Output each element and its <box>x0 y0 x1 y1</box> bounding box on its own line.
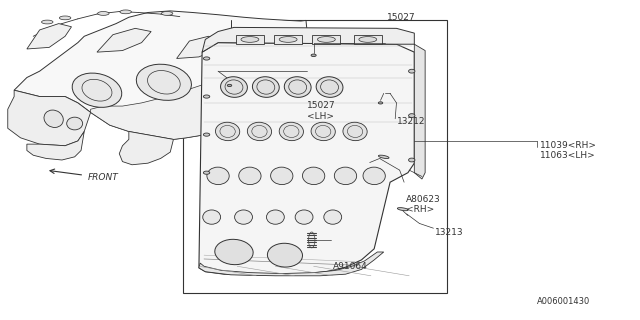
Ellipse shape <box>408 158 415 162</box>
Ellipse shape <box>44 110 63 127</box>
Ellipse shape <box>271 167 293 185</box>
Polygon shape <box>27 24 72 49</box>
Ellipse shape <box>42 20 53 24</box>
Ellipse shape <box>136 64 191 100</box>
Ellipse shape <box>216 122 240 141</box>
Bar <box>183 20 447 293</box>
Polygon shape <box>199 43 414 275</box>
Ellipse shape <box>120 10 131 14</box>
Ellipse shape <box>397 208 408 211</box>
Polygon shape <box>97 28 151 52</box>
Text: 15027: 15027 <box>387 13 415 22</box>
Ellipse shape <box>227 84 232 87</box>
Ellipse shape <box>279 36 297 42</box>
Ellipse shape <box>316 77 343 97</box>
Ellipse shape <box>204 133 210 136</box>
Ellipse shape <box>324 210 342 224</box>
Ellipse shape <box>67 117 83 130</box>
Ellipse shape <box>204 57 210 60</box>
Ellipse shape <box>203 210 221 224</box>
Ellipse shape <box>408 69 415 73</box>
Ellipse shape <box>343 122 367 141</box>
Polygon shape <box>236 35 264 44</box>
Text: A80623
<RH>: A80623 <RH> <box>406 195 441 214</box>
Ellipse shape <box>268 243 303 267</box>
Ellipse shape <box>204 171 210 174</box>
Ellipse shape <box>207 167 229 185</box>
Ellipse shape <box>303 167 324 185</box>
Ellipse shape <box>161 12 173 15</box>
Polygon shape <box>119 132 173 165</box>
Text: FRONT: FRONT <box>88 173 118 182</box>
Polygon shape <box>274 35 302 44</box>
Ellipse shape <box>317 36 335 42</box>
Ellipse shape <box>359 36 377 42</box>
Ellipse shape <box>363 167 385 185</box>
Text: 15027
<LH>: 15027 <LH> <box>307 101 336 121</box>
Ellipse shape <box>204 95 210 98</box>
Ellipse shape <box>221 77 248 97</box>
Polygon shape <box>354 35 382 44</box>
Polygon shape <box>414 44 425 179</box>
Ellipse shape <box>72 73 122 107</box>
Ellipse shape <box>334 167 356 185</box>
Ellipse shape <box>241 36 259 42</box>
Ellipse shape <box>378 155 389 158</box>
Ellipse shape <box>408 114 415 117</box>
Ellipse shape <box>284 77 311 97</box>
Ellipse shape <box>295 210 313 224</box>
Text: 11039<RH>
11063<LH>: 11039<RH> 11063<LH> <box>540 141 597 160</box>
Text: 13213: 13213 <box>435 228 463 237</box>
Text: 13212: 13212 <box>396 117 425 126</box>
Text: A91064: A91064 <box>333 262 367 271</box>
Ellipse shape <box>266 210 284 224</box>
Ellipse shape <box>215 239 253 265</box>
Ellipse shape <box>98 12 109 15</box>
Ellipse shape <box>311 122 335 141</box>
Ellipse shape <box>235 210 252 224</box>
Ellipse shape <box>378 102 383 104</box>
Polygon shape <box>202 28 414 52</box>
Ellipse shape <box>252 77 279 97</box>
Ellipse shape <box>311 54 316 57</box>
Polygon shape <box>91 74 231 140</box>
Polygon shape <box>199 252 384 276</box>
Polygon shape <box>8 90 91 146</box>
Ellipse shape <box>279 122 303 141</box>
Ellipse shape <box>60 16 71 20</box>
Polygon shape <box>312 35 340 44</box>
Polygon shape <box>14 11 307 140</box>
Polygon shape <box>27 132 84 160</box>
Ellipse shape <box>247 122 271 141</box>
Text: A006001430: A006001430 <box>537 297 590 306</box>
Ellipse shape <box>239 167 261 185</box>
Polygon shape <box>177 36 225 59</box>
